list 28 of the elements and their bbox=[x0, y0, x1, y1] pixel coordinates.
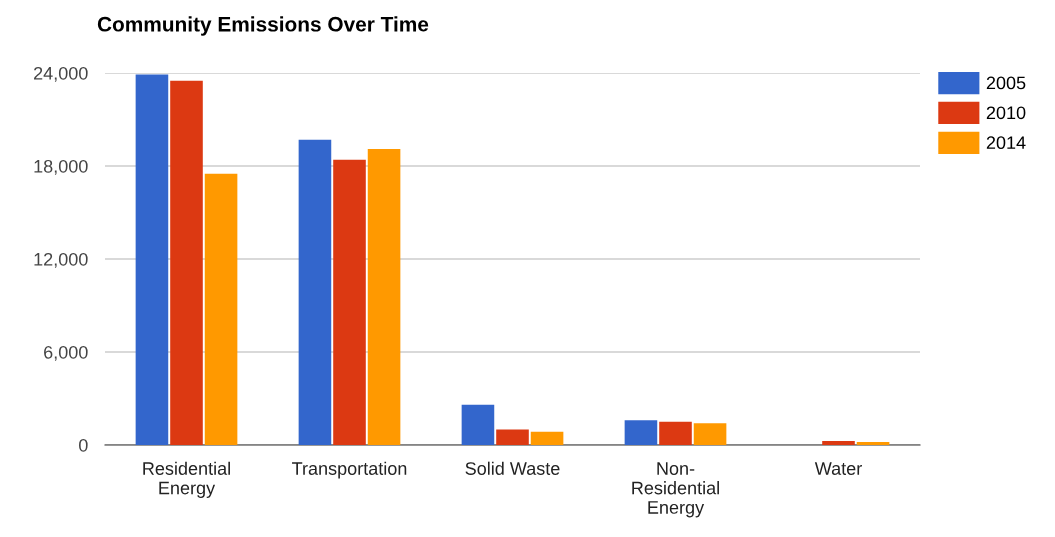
bar bbox=[461, 404, 495, 445]
bar bbox=[530, 431, 564, 445]
x-tick-label: Residential Energy bbox=[143, 461, 230, 498]
x-tick-label: Water bbox=[814, 462, 862, 475]
legend-label: 2014 bbox=[986, 136, 1026, 150]
legend-label: 2005 bbox=[986, 76, 1026, 90]
y-tick-label: 12,000 bbox=[34, 252, 88, 268]
bar bbox=[496, 429, 529, 445]
legend-label: 2010 bbox=[986, 106, 1026, 120]
chart-title: Community Emissions Over Time bbox=[97, 16, 429, 36]
x-tick-label: Solid Waste bbox=[465, 461, 560, 475]
bar bbox=[298, 139, 332, 445]
bar bbox=[822, 441, 855, 445]
bar bbox=[170, 80, 203, 445]
x-tick-label: Transportation bbox=[292, 461, 407, 479]
bar bbox=[333, 159, 366, 445]
y-tick-label: 18,000 bbox=[34, 159, 88, 175]
bar bbox=[135, 74, 169, 445]
bar bbox=[659, 421, 692, 445]
y-tick-label: 0 bbox=[79, 438, 88, 452]
bar bbox=[856, 441, 890, 445]
x-tick-label: Non- Residential Energy bbox=[632, 462, 719, 518]
bar bbox=[624, 420, 658, 445]
y-tick-label: 24,000 bbox=[34, 66, 88, 82]
bar bbox=[367, 148, 401, 445]
bar bbox=[693, 423, 727, 445]
bar bbox=[204, 173, 238, 445]
y-tick-label: 6,000 bbox=[44, 345, 88, 361]
